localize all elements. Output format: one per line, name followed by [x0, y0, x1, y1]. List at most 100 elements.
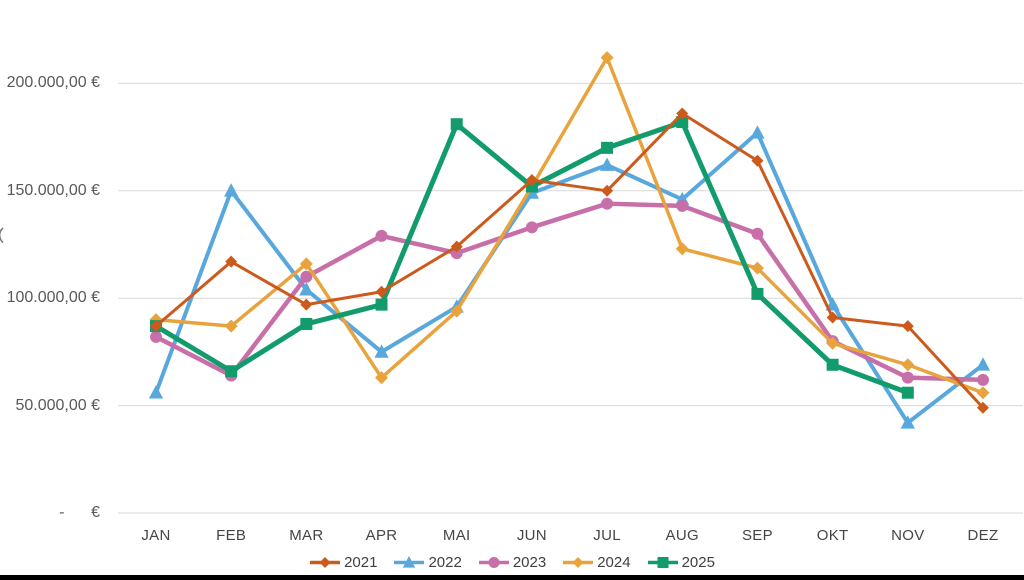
marker-2022-SEP	[750, 125, 765, 139]
x-tick-label-nov: NOV	[891, 527, 925, 544]
marker-2025-NOV	[901, 386, 914, 399]
clipped-y-axis-title-fragment	[0, 227, 4, 244]
marker-2023-AUG	[676, 199, 689, 212]
marker-2021-JAN	[150, 320, 162, 333]
legend-item-2021: 2021	[309, 554, 377, 571]
marker-2023-NOV	[901, 371, 914, 384]
legend-label-2025: 2025	[681, 553, 715, 571]
x-tick-label-feb: FEB	[216, 527, 247, 544]
legend-label-2023: 2023	[512, 553, 547, 571]
marker-2021-SEP	[751, 154, 764, 167]
legend-label-2021: 2021	[344, 553, 378, 571]
legend-key-square-icon	[647, 556, 678, 568]
x-tick-label-okt: OKT	[816, 527, 849, 544]
series-2022	[148, 125, 991, 429]
marker-2023-JUN	[525, 221, 538, 234]
marker-2021-NOV	[901, 320, 914, 333]
x-tick-label-dez: DEZ	[967, 527, 999, 544]
legend-item-2025: 2025	[647, 554, 715, 571]
x-tick-label-mai: MAI	[442, 527, 471, 544]
y-tick-label-200000: 200.000,00 €	[6, 74, 100, 92]
marker-2021-JUL	[601, 184, 614, 197]
marker-2025-MAI	[450, 118, 463, 131]
marker-2024-DEZ	[976, 386, 990, 400]
window-edge-bar	[0, 575, 1024, 580]
series-2025-line	[153, 119, 911, 396]
marker-2025-OKT	[826, 358, 839, 371]
legend-marker-2021	[319, 556, 331, 568]
legend-label-2022: 2022	[428, 553, 462, 571]
x-tick-label-mar: MAR	[289, 527, 324, 544]
legend-key-diamond-icon	[563, 556, 594, 568]
y-tick-label-100000: 100.000,00 €	[6, 289, 100, 307]
legend-label-2024: 2024	[597, 553, 631, 571]
legend-marker-2023	[488, 556, 500, 568]
series-2024-line	[154, 55, 985, 395]
marker-2021-MAI	[450, 240, 463, 253]
series-2024	[149, 51, 990, 400]
legend-marker-2024	[572, 556, 584, 568]
series-2023-line	[153, 201, 986, 383]
marker-2024-APR	[375, 371, 389, 385]
marker-2022-JAN	[148, 385, 164, 399]
legend-key-circle-icon	[478, 556, 509, 568]
legend-item-2024: 2024	[562, 553, 631, 571]
legend-marker-2022	[403, 555, 416, 568]
marker-2025-SEP	[751, 287, 764, 300]
marker-2022-APR	[374, 344, 389, 358]
marker-2021-DEZ	[976, 401, 989, 414]
y-tick-label-0: - €	[59, 504, 100, 521]
series-2022-line	[154, 130, 985, 425]
marker-2022-NOV	[900, 415, 915, 429]
x-tick-label-aug: AUG	[665, 527, 699, 544]
legend-key-diamond-icon	[310, 556, 341, 568]
marker-2025-FEB	[225, 365, 238, 378]
marker-2024-FEB	[224, 319, 238, 333]
marker-2024-JUL	[600, 51, 614, 65]
marker-2022-MAR	[299, 282, 314, 296]
legend-marker-2025	[657, 556, 669, 568]
x-tick-label-sep: SEP	[741, 527, 773, 544]
series-2023	[150, 197, 989, 386]
marker-2023-SEP	[751, 227, 764, 240]
legend-item-2023: 2023	[478, 554, 546, 571]
marker-2024-OKT	[826, 336, 840, 350]
x-tick-label-apr: APR	[365, 527, 398, 544]
marker-2024-MAI	[450, 304, 464, 318]
marker-2025-AUG	[676, 116, 689, 129]
marker-2024-SEP	[750, 261, 764, 275]
marker-2022-JUL	[599, 157, 615, 171]
chart-legend: 2021 2022 2023 2024 2025	[0, 551, 1024, 573]
marker-2021-JUN	[525, 174, 538, 187]
marker-2021-APR	[375, 285, 388, 298]
marker-2022-DEZ	[975, 357, 991, 371]
marker-2024-AUG	[675, 242, 689, 256]
marker-2024-MAR	[299, 257, 313, 271]
marker-2022-FEB	[224, 183, 239, 197]
marker-2025-APR	[375, 298, 388, 311]
marker-2021-AUG	[676, 107, 689, 120]
marker-2023-JAN	[150, 330, 162, 343]
marker-2024-NOV	[901, 358, 915, 372]
series-2025	[150, 116, 914, 399]
marker-2023-APR	[375, 229, 388, 242]
x-tick-label-jun: JUN	[516, 527, 547, 544]
series-2021-line	[154, 111, 985, 410]
marker-2023-JUL	[601, 197, 614, 210]
marker-2025-MAR	[300, 317, 313, 330]
marker-2021-OKT	[826, 311, 839, 324]
y-tick-label-150000: 150.000,00 €	[6, 181, 100, 199]
marker-2025-JUL	[601, 141, 614, 154]
series-2021	[150, 107, 989, 414]
marker-2023-DEZ	[976, 373, 989, 386]
marker-2023-MAR	[300, 270, 313, 283]
marker-2021-MAR	[300, 298, 313, 311]
legend-key-triangle-icon	[394, 555, 425, 568]
legend-item-2022: 2022	[393, 553, 462, 571]
x-tick-label-jan: JAN	[141, 527, 171, 544]
x-tick-label-jul: JUL	[593, 527, 621, 544]
y-tick-label-50000: 50.000,00 €	[15, 396, 100, 414]
marker-2021-FEB	[225, 255, 238, 268]
